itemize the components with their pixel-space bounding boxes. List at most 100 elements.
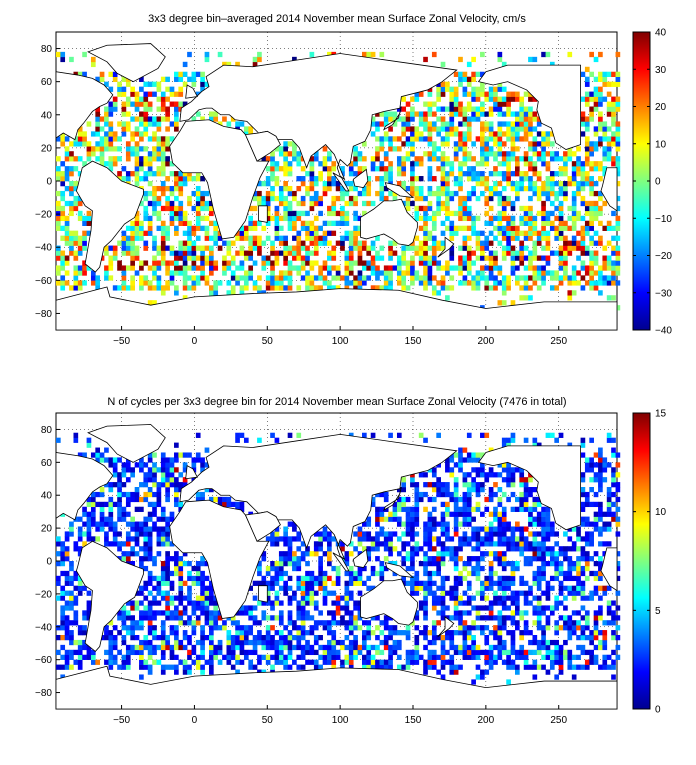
cycles-bin-cell bbox=[275, 581, 280, 586]
cycles-bin-cell bbox=[108, 640, 113, 645]
cycles-bin-cell bbox=[550, 605, 555, 610]
cycles-bin-cell bbox=[117, 650, 122, 655]
velocity-bin-cell bbox=[436, 211, 441, 216]
cycles-bin-cell bbox=[506, 497, 511, 502]
velocity-bin-cell bbox=[506, 181, 511, 186]
cycles-bin-cell bbox=[82, 625, 87, 630]
velocity-bin-cell bbox=[178, 216, 183, 221]
velocity-bin-cell bbox=[126, 171, 131, 176]
velocity-bin-cell bbox=[611, 82, 616, 87]
velocity-bin-cell bbox=[498, 201, 503, 206]
cycles-bin-cell bbox=[585, 497, 590, 502]
velocity-bin-cell bbox=[130, 151, 135, 156]
cycles-bin-cell bbox=[537, 546, 542, 551]
velocity-bin-cell bbox=[567, 216, 572, 221]
cycles-bin-cell bbox=[161, 581, 166, 586]
velocity-bin-cell bbox=[449, 196, 454, 201]
cycles-bin-cell bbox=[130, 522, 135, 527]
cycles-bin-cell bbox=[463, 566, 468, 571]
velocity-bin-cell bbox=[314, 191, 319, 196]
cycles-bin-cell bbox=[218, 645, 223, 650]
cycles-bin-cell bbox=[130, 650, 135, 655]
velocity-bin-cell bbox=[248, 275, 253, 280]
velocity-bin-cell bbox=[152, 191, 157, 196]
cycles-bin-cell bbox=[192, 610, 197, 615]
cycles-bin-cell bbox=[550, 586, 555, 591]
cycles-bin-cell bbox=[56, 625, 61, 630]
cycles-bin-cell bbox=[454, 556, 459, 561]
cycles-bin-cell bbox=[165, 640, 170, 645]
velocity-bin-cell bbox=[616, 256, 621, 261]
velocity-bin-cell bbox=[567, 176, 572, 181]
velocity-bin-cell bbox=[589, 181, 594, 186]
velocity-bin-cell bbox=[275, 280, 280, 285]
velocity-bin-cell bbox=[594, 181, 599, 186]
velocity-bin-cell bbox=[353, 226, 358, 231]
cycles-bin-cell bbox=[519, 635, 524, 640]
cycles-bin-cell bbox=[559, 600, 564, 605]
cycles-bin-cell bbox=[130, 625, 135, 630]
cycles-bin-cell bbox=[572, 561, 577, 566]
velocity-bin-cell bbox=[375, 265, 380, 270]
cycles-bin-cell bbox=[143, 566, 148, 571]
velocity-bin-cell bbox=[524, 216, 529, 221]
velocity-bin-cell bbox=[454, 231, 459, 236]
velocity-bin-cell bbox=[476, 285, 481, 290]
velocity-bin-cell bbox=[288, 280, 293, 285]
velocity-bin-cell bbox=[563, 181, 568, 186]
cycles-bin-cell bbox=[567, 546, 572, 551]
cycles-bin-cell bbox=[498, 581, 503, 586]
cycles-bin-cell bbox=[449, 497, 454, 502]
cycles-bin-cell bbox=[56, 635, 61, 640]
cycles-bin-cell bbox=[441, 610, 446, 615]
cycles-bin-cell bbox=[585, 620, 590, 625]
velocity-bin-cell bbox=[550, 181, 555, 186]
cycles-bin-cell bbox=[209, 596, 214, 601]
cycles-bin-cell bbox=[414, 640, 419, 645]
velocity-bin-cell bbox=[602, 126, 607, 131]
velocity-bin-cell bbox=[296, 211, 301, 216]
cycles-bin-cell bbox=[567, 655, 572, 660]
cycles-bin-cell bbox=[73, 576, 78, 581]
velocity-bin-cell bbox=[414, 176, 419, 181]
velocity-bin-cell bbox=[113, 161, 118, 166]
cycles-bin-cell bbox=[489, 551, 494, 556]
cycles-bin-cell bbox=[78, 630, 83, 635]
velocity-bin-cell bbox=[524, 126, 529, 131]
velocity-bin-cell bbox=[266, 260, 271, 265]
velocity-bin-cell bbox=[532, 221, 537, 226]
cycles-bin-cell bbox=[511, 615, 516, 620]
cycles-bin-cell bbox=[541, 531, 546, 536]
velocity-bin-cell bbox=[178, 270, 183, 275]
cycles-bin-cell bbox=[174, 670, 179, 675]
velocity-bin-cell bbox=[209, 211, 214, 216]
velocity-bin-cell bbox=[511, 246, 516, 251]
cycles-bin-cell bbox=[345, 655, 350, 660]
velocity-bin-cell bbox=[401, 285, 406, 290]
velocity-bin-cell bbox=[476, 181, 481, 186]
cycles-bin-cell bbox=[73, 620, 78, 625]
velocity-bin-cell bbox=[546, 161, 551, 166]
cycles-bin-cell bbox=[515, 507, 520, 512]
velocity-bin-cell bbox=[489, 136, 494, 141]
velocity-bin-cell bbox=[480, 136, 485, 141]
cycles-bin-cell bbox=[436, 566, 441, 571]
velocity-bin-cell bbox=[589, 52, 594, 57]
velocity-bin-cell bbox=[493, 151, 498, 156]
cycles-bin-cell bbox=[537, 640, 542, 645]
velocity-bin-cell bbox=[476, 111, 481, 116]
velocity-bin-cell bbox=[310, 52, 315, 57]
cycles-bin-cell bbox=[528, 640, 533, 645]
cycles-bin-cell bbox=[336, 640, 341, 645]
cycles-bin-cell bbox=[257, 630, 262, 635]
velocity-bin-cell bbox=[471, 226, 476, 231]
cycles-bin-cell bbox=[148, 487, 153, 492]
velocity-bin-cell bbox=[148, 82, 153, 87]
velocity-bin-cell bbox=[73, 270, 78, 275]
velocity-bin-cell bbox=[458, 107, 463, 112]
velocity-bin-cell bbox=[135, 246, 140, 251]
cycles-bin-cell bbox=[594, 517, 599, 522]
cycles-bin-cell bbox=[471, 487, 476, 492]
cycles-bin-cell bbox=[498, 512, 503, 517]
